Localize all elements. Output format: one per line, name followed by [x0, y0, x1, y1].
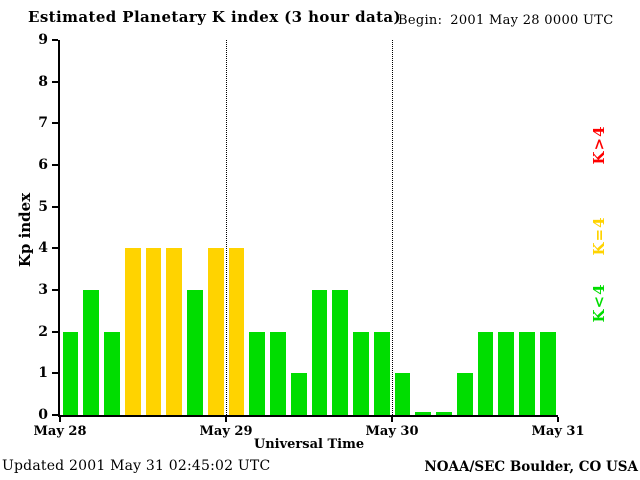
y-tick-label: 2: [38, 323, 48, 340]
x-tick-label: May 31: [531, 424, 585, 439]
chart-title: Estimated Planetary K index (3 hour data…: [28, 8, 402, 26]
kp-bar: [249, 331, 265, 415]
x-tick-label: May 29: [199, 424, 253, 439]
kp-bar: [166, 248, 182, 415]
begin-value: 2001 May 28 0000 UTC: [450, 13, 614, 28]
x-axis-line: [58, 415, 558, 417]
kp-bar: [270, 331, 286, 415]
y-tick-label: 9: [38, 32, 48, 48]
y-tick-mark: [52, 247, 58, 250]
kp-bar: [187, 290, 203, 415]
y-tick-mark: [52, 122, 58, 125]
kp-bar: [539, 331, 556, 415]
kp-bar: [62, 331, 79, 415]
y-tick-mark: [52, 372, 58, 375]
kp-bar: [332, 290, 348, 415]
y-tick-label: 4: [38, 240, 48, 257]
y-tick-label: 7: [38, 115, 48, 132]
day-boundary-line: [392, 40, 393, 415]
x-tick-label: May 30: [365, 424, 419, 439]
y-tick-mark: [52, 289, 58, 291]
updated-timestamp: Updated 2001 May 31 02:45:02 UTC: [2, 458, 271, 474]
x-tick-mark: [557, 417, 559, 422]
begin-annotation: Begin: 2001 May 28 0000 UTC: [398, 13, 614, 28]
kp-bar: [207, 248, 224, 415]
kp-bar: [83, 290, 99, 415]
x-tick-label: May 28: [33, 424, 87, 439]
kp-bar: [145, 248, 162, 415]
y-tick-mark: [52, 330, 58, 333]
legend-item: K<4: [590, 283, 608, 323]
y-tick-label: 6: [38, 157, 48, 173]
kp-bar: [415, 412, 431, 415]
y-tick-mark: [52, 205, 58, 208]
kp-bar: [290, 373, 307, 415]
x-axis-label: Universal Time: [253, 437, 365, 452]
day-boundary-line: [226, 40, 227, 415]
kp-bar: [498, 331, 514, 415]
y-tick-mark: [52, 164, 58, 166]
legend-item: K=4: [590, 216, 608, 256]
y-tick-label: 3: [38, 282, 48, 298]
y-axis-label: Kp index: [16, 192, 34, 268]
y-tick-mark: [52, 80, 58, 83]
begin-label: Begin:: [398, 13, 443, 28]
x-tick-mark: [391, 417, 393, 422]
x-tick-mark: [225, 417, 227, 422]
kp-bar: [311, 290, 328, 415]
kp-bar: [436, 412, 452, 415]
kp-bar: [373, 331, 390, 415]
y-tick-mark: [52, 39, 58, 41]
legend-item: K>4: [590, 125, 608, 165]
kp-bar: [519, 331, 535, 415]
kp-bar: [477, 331, 494, 415]
y-tick-label: 5: [38, 198, 48, 215]
y-tick-label: 0: [38, 407, 48, 423]
y-tick-label: 8: [38, 73, 48, 90]
kp-bar: [394, 373, 411, 415]
credit-text: NOAA/SEC Boulder, CO USA: [424, 459, 638, 475]
kp-bar: [228, 248, 245, 415]
y-tick-label: 1: [38, 365, 48, 382]
kp-bar: [124, 248, 141, 415]
kp-bar: [456, 373, 473, 415]
kp-bar: [353, 331, 369, 415]
x-tick-mark: [59, 417, 61, 422]
y-axis-line: [58, 40, 60, 417]
y-tick-mark: [52, 414, 58, 416]
kp-bar: [104, 331, 120, 415]
